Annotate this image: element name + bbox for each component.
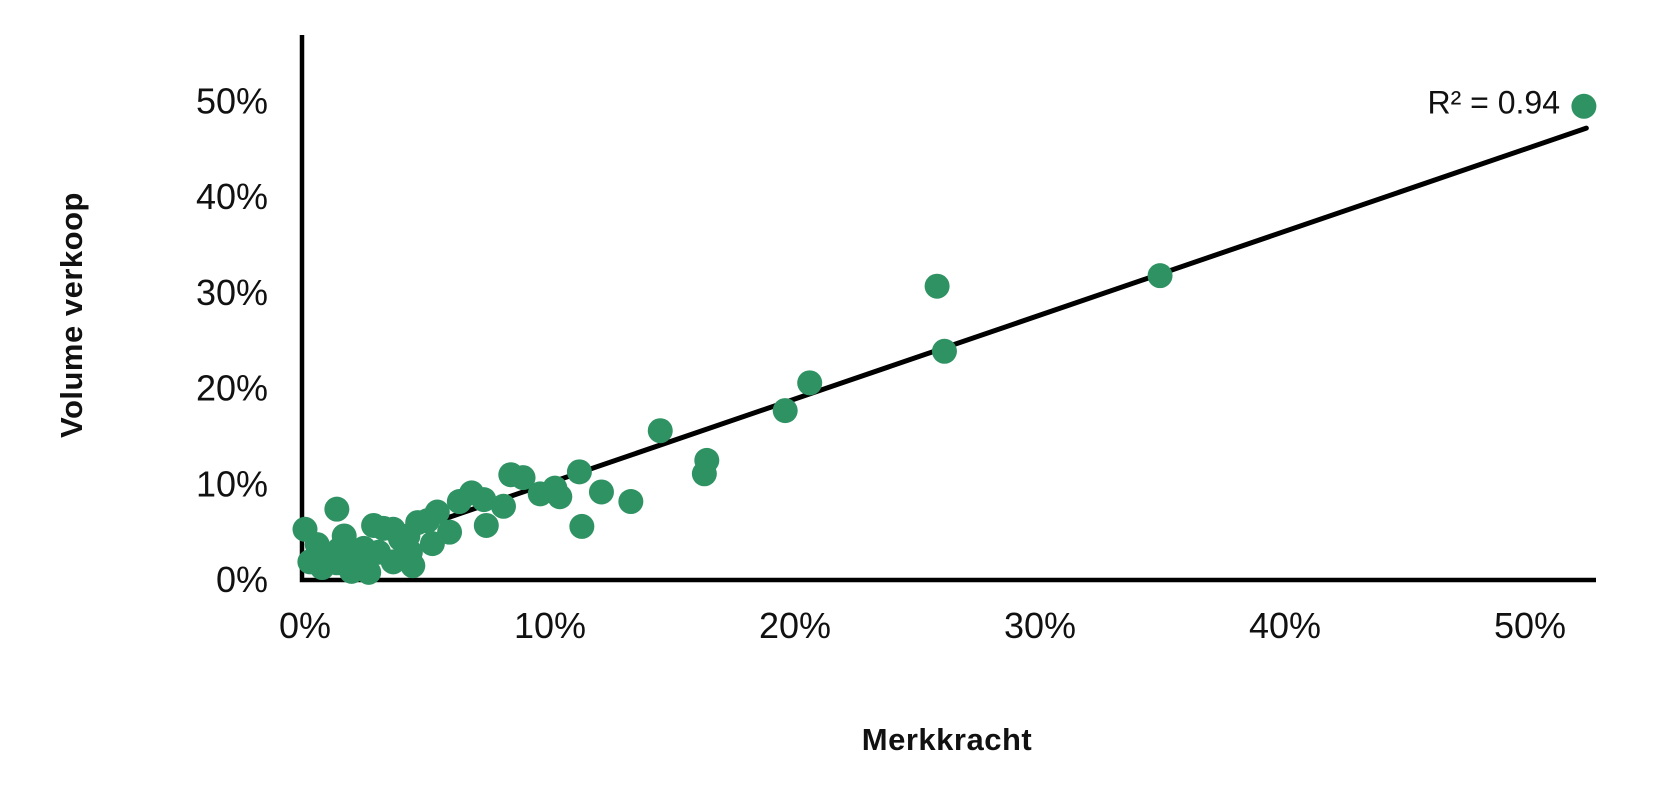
x-tick-label: 20%	[759, 605, 831, 646]
data-point	[618, 489, 644, 515]
y-tick-label: 40%	[196, 176, 268, 217]
y-axis-title: Volume verkoop	[54, 192, 89, 438]
y-tick-label: 50%	[196, 81, 268, 122]
data-point	[490, 493, 516, 519]
x-axis-title: Merkkracht	[861, 722, 1033, 757]
trend-line	[405, 125, 1589, 534]
x-tick-label: 10%	[514, 605, 586, 646]
x-tick-label: 40%	[1249, 605, 1321, 646]
data-point	[424, 499, 450, 525]
y-tick-label: 0%	[216, 559, 268, 600]
data-point	[471, 487, 497, 513]
data-point	[547, 484, 573, 510]
data-point	[1571, 93, 1597, 119]
axes-lines	[299, 35, 1596, 583]
data-point	[694, 447, 720, 473]
data-point	[400, 553, 426, 579]
x-tick-label: 30%	[1004, 605, 1076, 646]
data-point	[437, 519, 463, 545]
data-point	[566, 459, 592, 485]
data-point	[1147, 263, 1173, 289]
data-point	[772, 398, 798, 424]
x-tick-label: 50%	[1494, 605, 1566, 646]
data-point	[588, 479, 614, 505]
data-point	[356, 559, 382, 585]
data-point	[473, 512, 499, 538]
y-tick-label: 10%	[196, 463, 268, 504]
r-squared-annotation: R² = 0.94	[1427, 84, 1560, 121]
data-point	[324, 496, 350, 522]
data-point	[647, 418, 673, 444]
data-point	[569, 513, 595, 539]
data-point	[931, 338, 957, 364]
data-point	[510, 465, 536, 491]
data-point	[331, 523, 357, 549]
y-tick-label: 20%	[196, 368, 268, 409]
x-tick-label: 0%	[279, 605, 331, 646]
data-point	[924, 273, 950, 299]
y-tick-label: 30%	[196, 272, 268, 313]
data-point	[797, 370, 823, 396]
